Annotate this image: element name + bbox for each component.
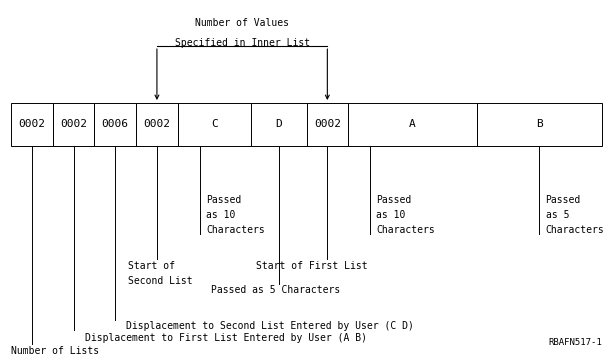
- Text: 0002: 0002: [143, 119, 170, 129]
- Text: Specified in Inner List: Specified in Inner List: [175, 38, 310, 48]
- Text: Displacement to First List Entered by User (A B): Displacement to First List Entered by Us…: [85, 333, 367, 343]
- Bar: [251, 103, 306, 146]
- Text: Displacement to Second List Entered by User (C D): Displacement to Second List Entered by U…: [126, 321, 414, 331]
- Text: RBAFN517-1: RBAFN517-1: [548, 338, 602, 347]
- Text: Passed
as 10
Characters: Passed as 10 Characters: [206, 195, 265, 235]
- Text: 0002: 0002: [314, 119, 341, 129]
- Text: 0006: 0006: [102, 119, 129, 129]
- Text: Passed as 5 Characters: Passed as 5 Characters: [211, 285, 341, 295]
- Text: D: D: [275, 119, 283, 129]
- Text: Start of First List: Start of First List: [256, 261, 368, 271]
- Bar: [477, 103, 602, 146]
- Text: 0002: 0002: [60, 119, 87, 129]
- Bar: [94, 103, 136, 146]
- Text: B: B: [536, 119, 543, 129]
- Text: Number of Values: Number of Values: [195, 18, 289, 28]
- Bar: [348, 103, 477, 146]
- Text: Number of Lists: Number of Lists: [11, 346, 99, 355]
- Bar: [306, 103, 348, 146]
- Bar: [178, 103, 251, 146]
- Text: C: C: [211, 119, 218, 129]
- Text: A: A: [409, 119, 416, 129]
- Text: 0002: 0002: [18, 119, 45, 129]
- Text: Passed
as 10
Characters: Passed as 10 Characters: [376, 195, 435, 235]
- Text: Start of
Second List: Start of Second List: [128, 261, 192, 286]
- Bar: [53, 103, 94, 146]
- Text: Passed
as 5
Characters: Passed as 5 Characters: [546, 195, 604, 235]
- Bar: [11, 103, 53, 146]
- Bar: [136, 103, 178, 146]
